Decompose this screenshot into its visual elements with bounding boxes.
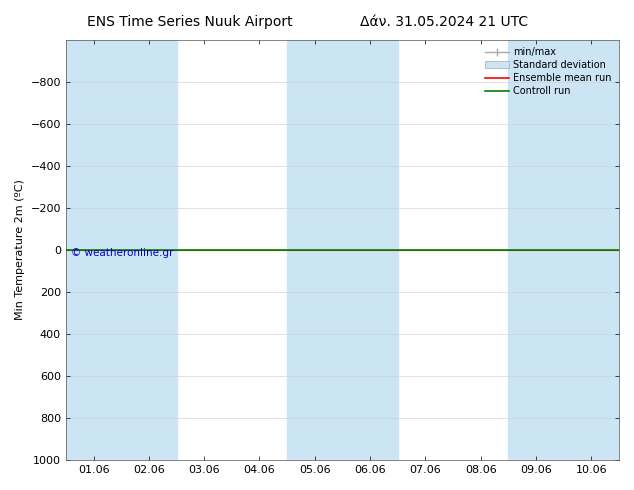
Text: © weatheronline.gr: © weatheronline.gr — [72, 248, 174, 258]
Bar — [66, 40, 121, 460]
Bar — [508, 40, 564, 460]
Bar — [564, 40, 619, 460]
Bar — [342, 40, 398, 460]
Legend: min/max, Standard deviation, Ensemble mean run, Controll run: min/max, Standard deviation, Ensemble me… — [482, 45, 614, 99]
Bar — [121, 40, 176, 460]
Bar — [287, 40, 342, 460]
Text: ENS Time Series Nuuk Airport: ENS Time Series Nuuk Airport — [87, 15, 293, 29]
Text: Δάν. 31.05.2024 21 UTC: Δάν. 31.05.2024 21 UTC — [359, 15, 528, 29]
Y-axis label: Min Temperature 2m (ºC): Min Temperature 2m (ºC) — [15, 179, 25, 320]
